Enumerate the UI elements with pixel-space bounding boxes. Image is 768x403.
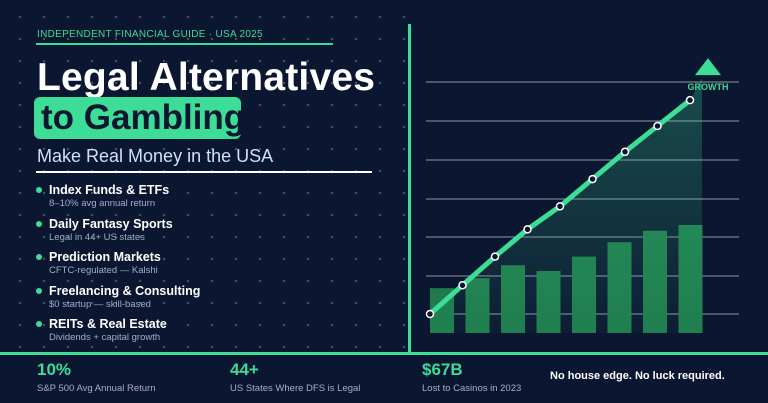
chart-point — [523, 225, 532, 234]
left-panel: INDEPENDENT FINANCIAL GUIDE · USA 2025 L… — [0, 0, 410, 352]
growth-area — [430, 78, 702, 333]
list-item-title: Daily Fantasy Sports — [49, 216, 173, 231]
bottom-rule — [0, 352, 768, 355]
stat-label: S&P 500 Avg Annual Return — [37, 383, 156, 394]
dot-pattern-background — [0, 0, 410, 352]
list-item-subtitle: $0 startup — skill-based — [49, 298, 151, 310]
page-title-line1: Legal Alternatives — [37, 56, 376, 99]
page-title-line2: to Gambling — [41, 98, 246, 137]
list-item-subtitle: Dividends + capital growth — [49, 332, 161, 343]
eyebrow-label: INDEPENDENT FINANCIAL GUIDE · USA 2025 — [37, 29, 263, 40]
stat-value: 44+ — [230, 360, 259, 379]
stat-block: $67B Lost to Casinos in 2023 — [422, 360, 521, 394]
vertical-divider — [408, 24, 411, 354]
bullet-icon — [36, 287, 42, 294]
chart-point — [685, 95, 695, 105]
list-item-title: Freelancing & Consulting — [49, 283, 201, 298]
chart-point — [490, 252, 500, 261]
stat-block: 10% S&P 500 Avg Annual Return — [37, 360, 156, 394]
list-item-title: Prediction Markets — [49, 250, 161, 264]
list-item: Index Funds & ETFs 8–10% avg annual retu… — [36, 183, 366, 217]
list-item: REITs & Real Estate Dividends + capital … — [36, 317, 366, 351]
subtitle-rule — [36, 171, 372, 173]
list-item-title: Index Funds & ETFs — [49, 183, 170, 197]
list-item-subtitle: Legal in 44+ US states — [49, 231, 145, 243]
stat-block: 44+ US States Where DFS is Legal — [230, 360, 360, 394]
bullet-icon — [36, 187, 42, 193]
list-item-subtitle: CFTC-regulated — Kalshi — [49, 265, 158, 276]
list-item-title: REITs & Real Estate — [49, 317, 167, 331]
stat-value: $67B — [422, 360, 463, 379]
bullet-icon — [36, 321, 42, 327]
stat-value: 10% — [37, 360, 72, 379]
arrow-up-icon — [695, 58, 721, 76]
list-item: Prediction Markets CFTC-regulated — Kals… — [36, 250, 366, 284]
tagline: No house edge. No luck required. — [550, 370, 725, 382]
stat-label: Lost to Casinos in 2023 — [422, 383, 522, 394]
eyebrow-rule — [36, 43, 333, 45]
growth-chart: GROWTH — [425, 58, 739, 333]
bullet-icon — [36, 220, 42, 227]
chart-point — [588, 174, 597, 184]
growth-label: GROWTH — [688, 82, 729, 92]
page-subtitle: Make Real Money in the USA — [37, 146, 274, 166]
chart-point — [458, 281, 467, 290]
chart-point — [555, 202, 565, 211]
list-item-subtitle: 8–10% avg annual return — [49, 198, 156, 209]
chart-point — [653, 121, 662, 131]
bullet-icon — [36, 254, 42, 260]
chart-point — [425, 309, 435, 319]
chart-point — [620, 147, 630, 157]
list-item: Freelancing & Consulting $0 startup — sk… — [36, 284, 366, 318]
alternatives-list: Index Funds & ETFs 8–10% avg annual retu… — [36, 183, 366, 351]
title-highlight-box — [34, 97, 241, 139]
list-item: Daily Fantasy Sports Legal in 44+ US sta… — [36, 217, 366, 251]
stat-label: US States Where DFS is Legal — [230, 383, 361, 394]
